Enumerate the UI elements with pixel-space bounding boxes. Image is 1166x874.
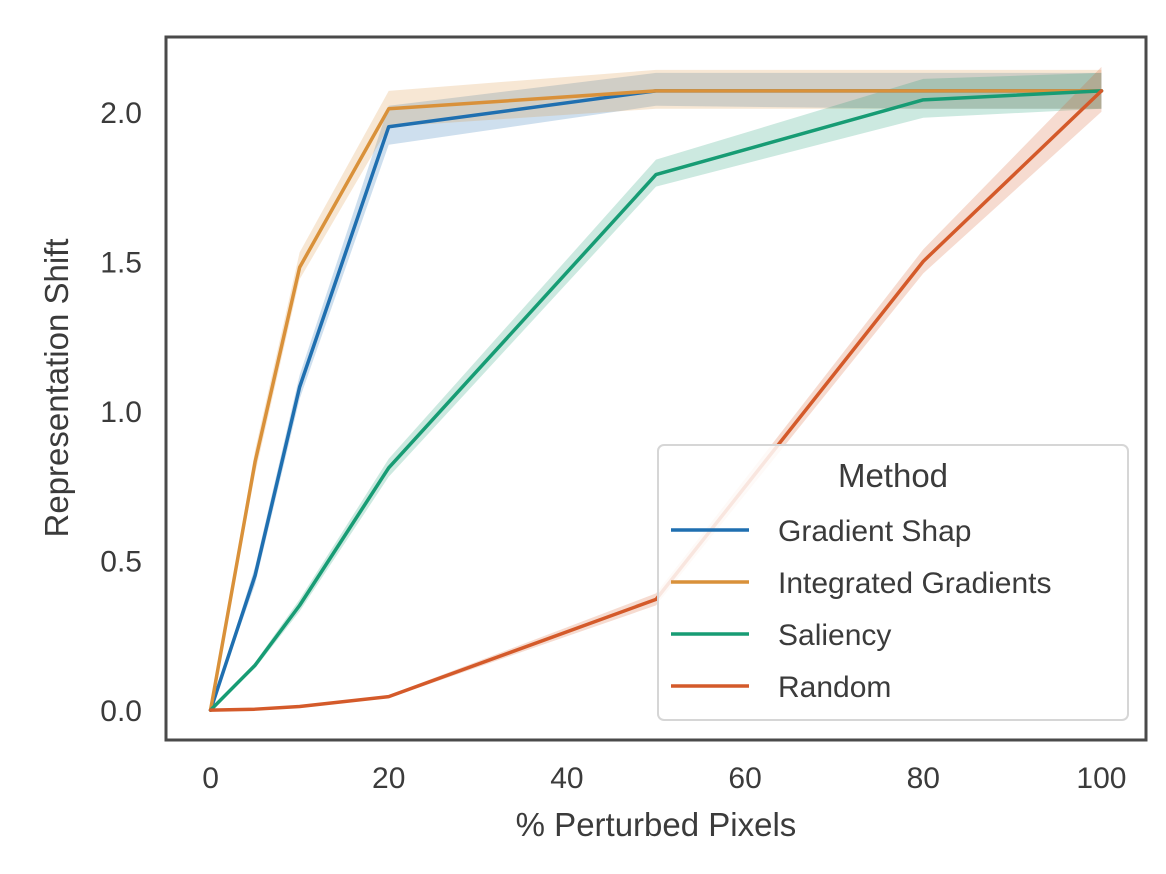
legend-title: Method [838, 457, 948, 494]
y-tick-label: 0.0 [100, 695, 142, 728]
legend-label-random: Random [778, 671, 891, 704]
legend-box [657, 444, 1129, 721]
x-tick-label: 100 [1076, 762, 1126, 795]
y-axis-ticks: 0.0 0.5 1.0 1.5 2.0 [100, 97, 142, 728]
y-axis-label: Representation Shift [38, 238, 75, 537]
x-tick-label: 20 [372, 762, 405, 795]
x-axis-label: % Perturbed Pixels [516, 806, 797, 843]
plot-frame [164, 35, 1148, 742]
integrated-gradients-line [208, 89, 1104, 712]
legend-items: Gradient Shap Integrated Gradients Salienc… [671, 515, 1052, 704]
x-tick-label: 0 [202, 762, 219, 795]
y-tick-label: 1.0 [100, 396, 142, 429]
legend: Method Gradient Shap Integrated Gradients… [657, 444, 1129, 721]
x-tick-label: 40 [550, 762, 583, 795]
y-tick-label: 1.5 [100, 246, 142, 279]
legend-label-saliency: Saliency [778, 619, 891, 652]
x-tick-label: 60 [728, 762, 761, 795]
legend-label-integrated-gradients: Integrated Gradients [778, 567, 1052, 600]
y-tick-label: 0.5 [100, 546, 142, 579]
series-lines [208, 89, 1104, 712]
x-axis-ticks: 0 20 40 60 80 100 [202, 762, 1126, 795]
saliency-line [208, 89, 1104, 712]
x-tick-label: 80 [907, 762, 940, 795]
random-line [208, 89, 1104, 712]
y-tick-label: 2.0 [100, 97, 142, 130]
legend-label-gradient-shap: Gradient Shap [778, 515, 971, 548]
